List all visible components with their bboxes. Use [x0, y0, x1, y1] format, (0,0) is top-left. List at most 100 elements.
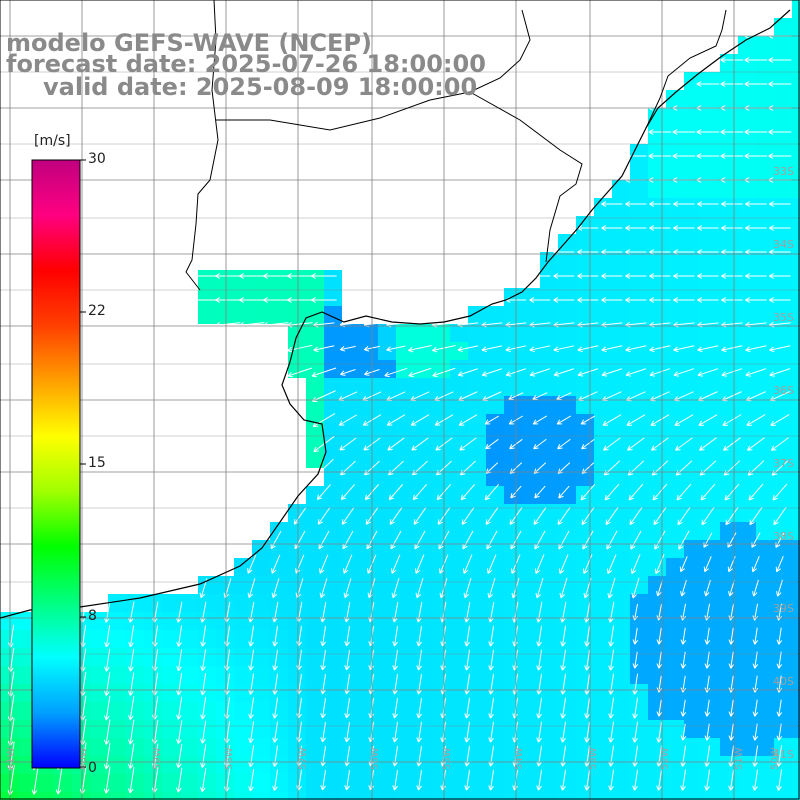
wind-arrow: [769, 368, 791, 377]
wind-arrow: [484, 483, 500, 501]
wind-arrow: [416, 625, 423, 647]
wind-arrow: [388, 484, 404, 501]
wind-arrow: [200, 696, 207, 720]
wind-arrow: [768, 153, 792, 159]
wind-arrow: [656, 579, 663, 597]
wind-arrow: [343, 578, 352, 599]
wind-arrow: [412, 460, 428, 476]
wind-arrow: [704, 627, 711, 645]
lat-label: 38S: [773, 530, 794, 543]
wind-arrow: [577, 368, 599, 377]
wind-arrow: [486, 530, 498, 550]
wind-arrow: [630, 530, 642, 550]
wind-arrow: [649, 201, 671, 207]
wind-arrow: [607, 577, 616, 599]
wind-arrow: [770, 414, 790, 426]
latitude-labels: 33S 34S 35S 36S 37S 38S 39S 40S 41S: [773, 165, 794, 761]
wind-arrow: [703, 556, 712, 573]
wind-arrow: [745, 297, 767, 303]
wind-arrow: [200, 649, 207, 671]
wind-arrow: [748, 483, 764, 501]
wind-arrow: [577, 297, 599, 303]
wind-arrow: [248, 721, 255, 744]
wind-arrow: [104, 625, 111, 648]
wind-arrow: [487, 578, 496, 599]
wind-arrow: [676, 483, 692, 501]
wind-arrow: [127, 743, 135, 769]
wind-arrow: [559, 577, 568, 599]
colorbar-tick-label: 30: [88, 151, 106, 167]
wind-arrow: [673, 273, 695, 279]
wind-arrow: [608, 649, 615, 671]
lat-label: 34S: [773, 238, 794, 251]
wind-arrow: [625, 345, 647, 353]
wind-arrow: [560, 697, 567, 719]
wind-arrow: [534, 530, 546, 550]
wind-arrow: [680, 651, 687, 669]
wind-arrow: [673, 225, 695, 231]
wind-arrow: [464, 769, 471, 791]
wind-arrow: [656, 745, 663, 767]
wind-arrow: [675, 460, 693, 476]
wind-arrow: [604, 483, 620, 501]
wind-arrow: [344, 769, 351, 791]
wind-arrow: [704, 745, 711, 767]
wind-arrow: [721, 368, 743, 377]
wind-arrow: [488, 769, 495, 791]
wind-arrow: [408, 367, 432, 378]
wind-arrow: [601, 345, 623, 353]
wind-arrow: [745, 273, 767, 279]
wind-arrow: [580, 483, 596, 501]
wind-arrow: [577, 345, 599, 353]
wind-arrow: [536, 769, 543, 791]
wind-arrow: [344, 649, 351, 671]
wind-arrow: [560, 649, 567, 671]
wind-arrow: [557, 438, 571, 450]
wind-arrow: [632, 697, 639, 719]
wind-arrow: [656, 651, 663, 669]
wind-arrow: [723, 437, 741, 451]
wind-arrow: [534, 554, 545, 574]
wind-arrow: [386, 345, 406, 352]
wind-arrow: [728, 723, 735, 741]
wind-arrow: [581, 438, 595, 450]
wind-arrow: [532, 392, 548, 401]
wind-arrow: [625, 153, 647, 159]
wind-arrow: [287, 344, 313, 353]
wind-arrow: [270, 531, 282, 550]
wind-arrow: [557, 507, 571, 525]
wind-arrow: [536, 721, 543, 743]
wind-arrow: [248, 625, 255, 647]
lon-label: 59W: [152, 747, 163, 770]
wind-arrow: [319, 554, 329, 574]
wind-arrow: [415, 554, 425, 574]
wind-arrow: [582, 554, 593, 574]
wind-arrow: [747, 437, 765, 451]
wind-arrow: [697, 368, 719, 377]
wind-arrow: [772, 483, 788, 501]
wind-arrow: [191, 273, 217, 279]
lon-label: 53W: [588, 747, 599, 770]
longitude-labels: 61W 60W 59W 58W 57W 56W 55W 54W 53W 52W 51W 50W: [6, 747, 781, 770]
wind-arrow: [411, 437, 429, 451]
wind-arrow: [697, 225, 719, 231]
wind-arrow: [584, 721, 591, 743]
wind-arrow: [344, 625, 351, 647]
wind-arrow: [463, 554, 473, 574]
wind-arrow: [128, 696, 135, 721]
wind-arrow: [464, 697, 471, 719]
wind-arrow: [239, 273, 265, 279]
wind-arrow: [603, 437, 621, 451]
wind-arrow: [698, 414, 718, 426]
wind-arrow: [625, 297, 647, 303]
wind-arrow: [775, 556, 784, 573]
wind-arrow: [481, 345, 503, 353]
title-forecast-date: forecast date: 2025-07-26 18:00:00: [6, 50, 486, 78]
wind-arrow: [584, 625, 591, 647]
wind-arrow: [776, 699, 783, 717]
wind-arrow: [248, 673, 255, 695]
wind-arrow: [704, 723, 711, 741]
wind-arrow: [556, 392, 572, 401]
wind-arrow: [584, 697, 591, 719]
wind-arrow: [722, 414, 742, 426]
